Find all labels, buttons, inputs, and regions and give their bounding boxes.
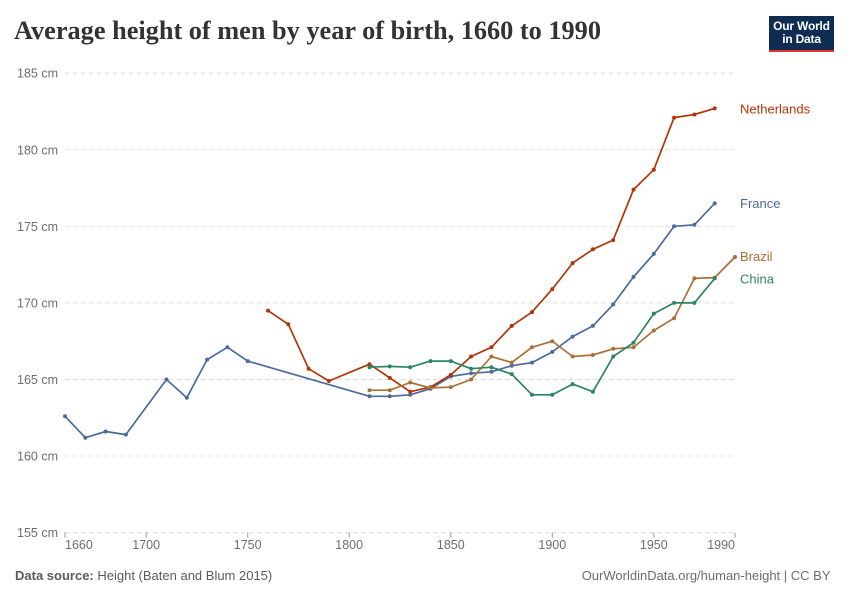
svg-text:1750: 1750 <box>234 538 262 552</box>
svg-text:1660: 1660 <box>65 538 93 552</box>
svg-text:1700: 1700 <box>132 538 160 552</box>
svg-text:1900: 1900 <box>538 538 566 552</box>
svg-text:1950: 1950 <box>640 538 668 552</box>
svg-text:France: France <box>740 196 780 211</box>
svg-text:1850: 1850 <box>437 538 465 552</box>
svg-text:180 cm: 180 cm <box>17 143 58 157</box>
svg-text:160 cm: 160 cm <box>17 450 58 464</box>
svg-text:1990: 1990 <box>707 538 735 552</box>
svg-text:155 cm: 155 cm <box>17 526 58 540</box>
svg-text:1800: 1800 <box>335 538 363 552</box>
svg-text:170 cm: 170 cm <box>17 296 58 310</box>
svg-text:China: China <box>740 272 775 287</box>
svg-text:185 cm: 185 cm <box>17 67 58 81</box>
svg-text:165 cm: 165 cm <box>17 373 58 387</box>
svg-text:Netherlands: Netherlands <box>740 101 811 116</box>
svg-text:175 cm: 175 cm <box>17 220 58 234</box>
svg-text:Brazil: Brazil <box>740 249 773 264</box>
